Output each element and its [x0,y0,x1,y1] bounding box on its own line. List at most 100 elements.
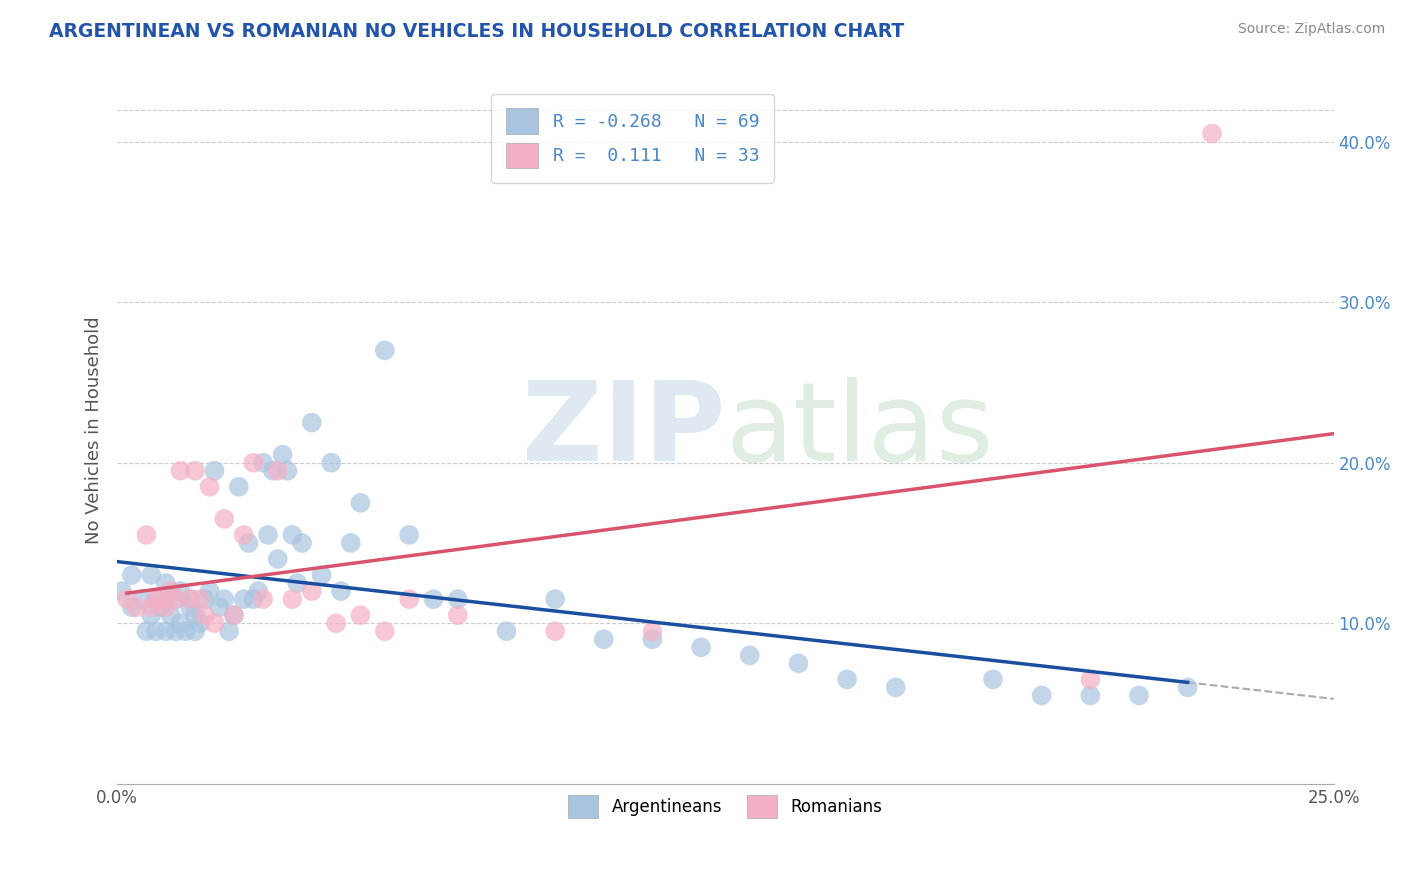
Point [252,592,274,607]
Point [188,592,211,607]
Point [641,624,664,639]
Point [374,343,396,358]
Point [544,624,567,639]
Point [188,616,211,631]
Point [1177,681,1199,695]
Point [374,624,396,639]
Point [1128,689,1150,703]
Point [349,608,371,623]
Point [330,584,353,599]
Point [291,536,314,550]
Point [787,657,810,671]
Point [145,624,167,639]
Point [281,528,304,542]
Point [212,512,235,526]
Text: ZIP: ZIP [522,377,725,484]
Legend: Argentineans, Romanians: Argentineans, Romanians [562,788,889,825]
Point [267,464,290,478]
Point [198,480,221,494]
Point [242,592,264,607]
Point [325,616,347,631]
Point [242,456,264,470]
Point [204,464,226,478]
Point [179,592,201,607]
Point [281,592,304,607]
Point [155,624,177,639]
Point [111,584,134,599]
Point [125,600,148,615]
Point [884,681,907,695]
Point [1078,689,1101,703]
Point [184,464,207,478]
Point [690,640,713,655]
Point [301,416,323,430]
Point [194,608,217,623]
Point [447,608,470,623]
Point [247,584,270,599]
Point [165,592,187,607]
Point [257,528,280,542]
Point [1031,689,1053,703]
Point [198,584,221,599]
Y-axis label: No Vehicles in Household: No Vehicles in Household [86,317,103,544]
Point [141,608,163,623]
Point [271,448,294,462]
Point [1201,127,1223,141]
Point [738,648,761,663]
Point [169,464,191,478]
Point [204,616,226,631]
Point [238,536,260,550]
Point [212,592,235,607]
Point [159,584,181,599]
Point [141,600,163,615]
Point [115,592,138,607]
Point [495,624,517,639]
Point [218,624,240,639]
Point [184,608,207,623]
Point [835,673,858,687]
Point [184,624,207,639]
Point [165,624,187,639]
Point [1078,673,1101,687]
Point [311,568,333,582]
Point [179,592,201,607]
Point [149,592,172,607]
Point [398,592,420,607]
Point [981,673,1004,687]
Point [228,480,250,494]
Point [179,600,201,615]
Point [165,592,187,607]
Point [169,584,191,599]
Point [155,600,177,615]
Point [422,592,444,607]
Point [252,456,274,470]
Point [131,592,153,607]
Point [149,600,172,615]
Point [592,632,614,647]
Point [135,624,157,639]
Point [267,552,290,566]
Point [141,568,163,582]
Point [398,528,420,542]
Point [349,496,371,510]
Point [121,600,143,615]
Point [121,568,143,582]
Point [276,464,298,478]
Point [159,608,181,623]
Point [232,528,254,542]
Point [339,536,361,550]
Point [544,592,567,607]
Point [447,592,470,607]
Point [145,592,167,607]
Point [174,624,197,639]
Point [135,528,157,542]
Point [222,608,245,623]
Point [232,592,254,607]
Point [641,632,664,647]
Text: ARGENTINEAN VS ROMANIAN NO VEHICLES IN HOUSEHOLD CORRELATION CHART: ARGENTINEAN VS ROMANIAN NO VEHICLES IN H… [49,22,904,41]
Point [222,608,245,623]
Point [262,464,284,478]
Text: Source: ZipAtlas.com: Source: ZipAtlas.com [1237,22,1385,37]
Point [155,592,177,607]
Point [285,576,308,591]
